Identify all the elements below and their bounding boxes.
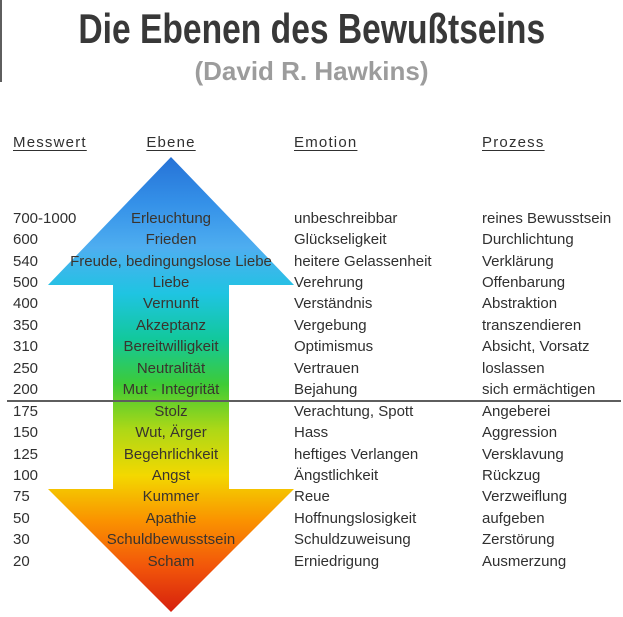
page-title: Die Ebenen des Bewußtseins xyxy=(0,8,623,50)
ebene-cell: Scham xyxy=(147,552,195,570)
messwert-cell: 125 xyxy=(13,445,39,463)
messwert-cell: 175 xyxy=(13,402,39,420)
table-row: 175 Stolz Verachtung, Spott Angeberei xyxy=(0,401,623,422)
prozess-cell: reines Bewusstsein xyxy=(482,209,612,227)
messwert-cell: 600 xyxy=(13,231,39,249)
prozess-cell: Durchlichtung xyxy=(482,231,574,249)
prozess-cell: Verzweiflung xyxy=(482,488,568,506)
table-row: 200 Mut - Integrität Bejahung sich ermächti… xyxy=(0,379,623,400)
ebene-cell: Apathie xyxy=(145,509,197,527)
table-row: 250 Neutralität Vertrauen loslassen xyxy=(0,358,623,379)
ebene-cell: Liebe xyxy=(152,274,190,291)
emotion-cell: unbeschreibbar xyxy=(294,209,398,227)
prozess-cell: sich ermächtigen xyxy=(482,381,596,399)
ebene-cell: Mut - Integrität xyxy=(122,381,220,399)
messwert-cell: 150 xyxy=(13,424,39,442)
messwert-cell: 250 xyxy=(13,359,39,377)
prozess-cell: Ausmerzung xyxy=(482,552,567,570)
messwert-cell: 700-1000 xyxy=(13,209,77,227)
messwert-cell: 500 xyxy=(13,274,39,291)
header-messwert: Messwert xyxy=(13,134,87,151)
ebene-cell: Wut, Ärger xyxy=(135,424,207,442)
prozess-cell: Aggression xyxy=(482,424,558,442)
prozess-cell: Zerstörung xyxy=(482,531,555,549)
table-row: 350 Akzeptanz Vergebung transzendieren xyxy=(0,315,623,336)
ebene-cell: Frieden xyxy=(145,231,197,249)
header-prozess: Prozess xyxy=(482,134,545,151)
table-row: 600 Frieden Glückseligkeit Durchlichtung xyxy=(0,229,623,250)
prozess-cell: loslassen xyxy=(482,359,545,377)
messwert-cell: 100 xyxy=(13,466,39,484)
messwert-cell: 350 xyxy=(13,316,39,334)
table-row: 30 Schuldbewusstsein Schuldzuweisung Zerstö… xyxy=(0,529,623,550)
header-emotion: Emotion xyxy=(294,134,358,151)
messwert-cell: 20 xyxy=(13,552,30,570)
emotion-cell: Erniedrigung xyxy=(294,552,380,570)
prozess-cell: transzendieren xyxy=(482,316,582,334)
emotion-cell: Bejahung xyxy=(294,381,358,399)
arrow-shape xyxy=(48,157,294,612)
messwert-cell: 540 xyxy=(13,252,39,270)
messwert-cell: 50 xyxy=(13,509,30,527)
page-subtitle: (David R. Hawkins) xyxy=(194,56,429,86)
prozess-cell: Verklärung xyxy=(482,252,554,270)
ebene-cell: Bereitwilligkeit xyxy=(123,338,219,356)
table-row: 500 Liebe Verehrung Offenbarung xyxy=(0,272,623,293)
prozess-cell: Abstraktion xyxy=(482,295,558,313)
emotion-cell: Hoffnungslosigkeit xyxy=(294,509,417,527)
emotion-cell: Schuldzuweisung xyxy=(294,531,411,549)
emotion-cell: Ängstlichkeit xyxy=(294,466,379,484)
prozess-cell: Absicht, Vorsatz xyxy=(482,338,590,356)
ebene-cell: Kummer xyxy=(142,488,200,506)
emotion-cell: Vergebung xyxy=(294,316,367,334)
prozess-cell: Offenbarung xyxy=(482,274,566,291)
emotion-cell: Verständnis xyxy=(294,295,373,313)
ebene-cell: Angst xyxy=(151,466,191,484)
ebene-cell: Akzeptanz xyxy=(135,316,207,334)
table-row: 150 Wut, Ärger Hass Aggression xyxy=(0,422,623,443)
ebene-cell: Schuldbewusstsein xyxy=(106,531,236,549)
divider-line xyxy=(7,400,621,402)
ebene-cell: Begehrlichkeit xyxy=(123,445,219,463)
table-row: 700-1000 Erleuchtung unbeschreibbar reines … xyxy=(0,208,623,229)
ebene-cell: Vernunft xyxy=(143,295,199,313)
edge-line xyxy=(0,0,2,82)
ebene-cell: Freude, bedingungslose Liebe xyxy=(70,252,272,270)
table-row: 100 Angst Ängstlichkeit Rückzug xyxy=(0,465,623,486)
table-row: 75 Kummer Reue Verzweiflung xyxy=(0,486,623,507)
table-row: 20 Scham Erniedrigung Ausmerzung xyxy=(0,551,623,572)
messwert-cell: 30 xyxy=(13,531,30,549)
emotion-cell: Vertrauen xyxy=(294,359,360,377)
prozess-cell: aufgeben xyxy=(482,509,545,527)
emotion-cell: Reue xyxy=(294,488,330,506)
ebene-cell: Erleuchtung xyxy=(130,209,212,227)
prozess-cell: Angeberei xyxy=(482,402,551,420)
ebene-cell: Neutralität xyxy=(136,359,206,377)
prozess-cell: Rückzug xyxy=(482,466,541,484)
table-row: 400 Vernunft Verständnis Abstraktion xyxy=(0,293,623,314)
emotion-cell: Verachtung, Spott xyxy=(294,402,414,420)
page-title-text: Die Ebenen des Bewußtseins xyxy=(78,5,545,52)
emotion-cell: Glückseligkeit xyxy=(294,231,387,249)
column-headers: Messwert Ebene Emotion Prozess xyxy=(0,132,623,153)
table-row: 540 Freude, bedingungslose Liebe heitere G… xyxy=(0,251,623,272)
messwert-cell: 75 xyxy=(13,488,30,506)
messwert-cell: 310 xyxy=(13,338,39,356)
emotion-cell: heitere Gelassenheit xyxy=(294,252,432,270)
messwert-cell: 200 xyxy=(13,381,39,399)
messwert-cell: 400 xyxy=(13,295,39,313)
ebene-cell: Stolz xyxy=(154,402,188,420)
table-row: 310 Bereitwilligkeit Optimismus Absicht, Vo… xyxy=(0,336,623,357)
table-row: 125 Begehrlichkeit heftiges Verlangen Versk… xyxy=(0,444,623,465)
emotion-cell: heftiges Verlangen xyxy=(294,445,419,463)
table-row: 50 Apathie Hoffnungslosigkeit aufgeben xyxy=(0,508,623,529)
prozess-cell: Versklavung xyxy=(482,445,564,463)
levels-table: 700-1000 Erleuchtung unbeschreibbar reines … xyxy=(0,208,623,573)
emotion-cell: Optimismus xyxy=(294,338,374,356)
header-ebene: Ebene xyxy=(146,134,196,151)
emotion-cell: Verehrung xyxy=(294,274,364,291)
emotion-cell: Hass xyxy=(294,424,329,442)
